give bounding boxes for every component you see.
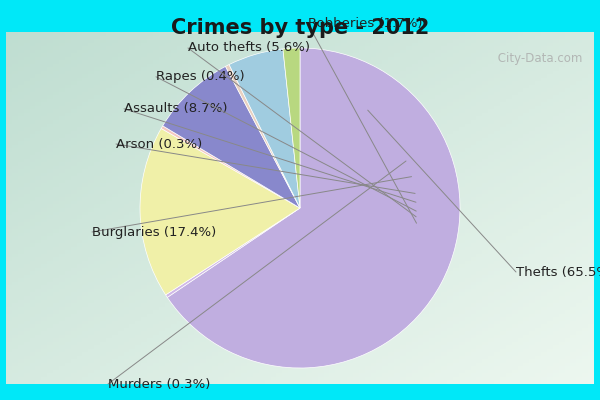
Text: Thefts (65.5%): Thefts (65.5%): [516, 266, 600, 278]
Text: Burglaries (17.4%): Burglaries (17.4%): [92, 226, 216, 238]
Text: Crimes by type - 2012: Crimes by type - 2012: [171, 18, 429, 38]
Wedge shape: [166, 208, 300, 297]
Wedge shape: [229, 49, 300, 208]
Wedge shape: [140, 128, 300, 295]
Text: Robberies (1.7%): Robberies (1.7%): [308, 18, 422, 30]
Text: City-Data.com: City-Data.com: [494, 52, 582, 65]
Wedge shape: [283, 48, 300, 208]
Wedge shape: [226, 64, 300, 208]
Text: Assaults (8.7%): Assaults (8.7%): [124, 102, 227, 115]
Text: Arson (0.3%): Arson (0.3%): [116, 138, 202, 150]
Wedge shape: [163, 66, 300, 208]
Text: Murders (0.3%): Murders (0.3%): [108, 378, 211, 390]
Text: Rapes (0.4%): Rapes (0.4%): [156, 70, 245, 83]
Text: Auto thefts (5.6%): Auto thefts (5.6%): [188, 42, 310, 54]
Wedge shape: [161, 126, 300, 208]
Wedge shape: [167, 48, 460, 368]
